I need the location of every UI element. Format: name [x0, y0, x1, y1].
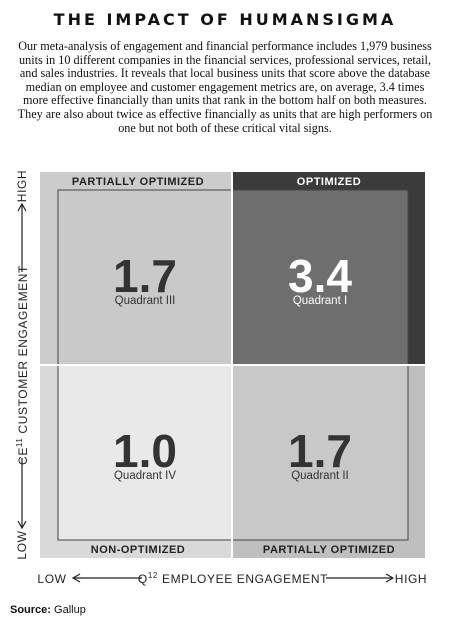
quadrant-name: Quadrant IV — [114, 470, 176, 482]
x-axis-high: HIGH — [395, 572, 427, 586]
axis-text: EMPLOYEE ENGAGEMENT — [162, 572, 328, 586]
arrow-head — [385, 573, 395, 583]
axis-superscript: 12 — [148, 571, 158, 580]
quadrant-header: PARTIALLY OPTIMIZED — [72, 176, 204, 188]
quadrant-name: Quadrant II — [291, 470, 349, 482]
inner-quadrant — [232, 365, 408, 540]
source-label: Source: — [10, 604, 51, 616]
axis-prefix: CE — [16, 447, 30, 465]
arrow-head — [71, 573, 81, 583]
axis-prefix: Q — [138, 572, 148, 586]
title: THE IMPACT OF HUMANSIGMA — [53, 10, 397, 29]
label-backing — [13, 272, 31, 458]
axis-text: CUSTOMER ENGAGEMENT — [16, 265, 30, 434]
label-backing — [142, 570, 326, 586]
source: Source: Gallup — [10, 604, 86, 616]
y-axis-low: LOW — [15, 530, 29, 559]
x-axis-low: LOW — [37, 572, 66, 586]
quadrant-name: Quadrant I — [293, 295, 347, 307]
quadrant-value: 1.7 — [288, 425, 352, 477]
axis-superscript: 11 — [15, 438, 24, 448]
y-axis-label: CE11 CUSTOMER ENGAGEMENT — [15, 265, 30, 465]
quadrant-header: OPTIMIZED — [297, 176, 361, 188]
inner-quadrant — [58, 190, 232, 365]
arrow-head — [17, 520, 27, 530]
arrow-head — [17, 202, 27, 212]
quadrant-name: Quadrant III — [115, 295, 176, 307]
quadrant-value: 1.7 — [113, 250, 177, 302]
source-text: Gallup — [54, 604, 86, 616]
x-axis-label: Q12 EMPLOYEE ENGAGEMENT — [138, 571, 328, 586]
inner-quadrant — [58, 365, 232, 540]
y-axis-high: HIGH — [15, 170, 29, 202]
intro-text: Our meta-analysis of engagement and fina… — [17, 39, 433, 135]
quadrant-value: 1.0 — [113, 425, 177, 477]
quadrant-header: PARTIALLY OPTIMIZED — [263, 544, 395, 556]
inner-quadrant — [232, 190, 408, 365]
quadrant-value: 3.4 — [288, 250, 352, 302]
quadrant-header: NON-OPTIMIZED — [91, 544, 186, 556]
